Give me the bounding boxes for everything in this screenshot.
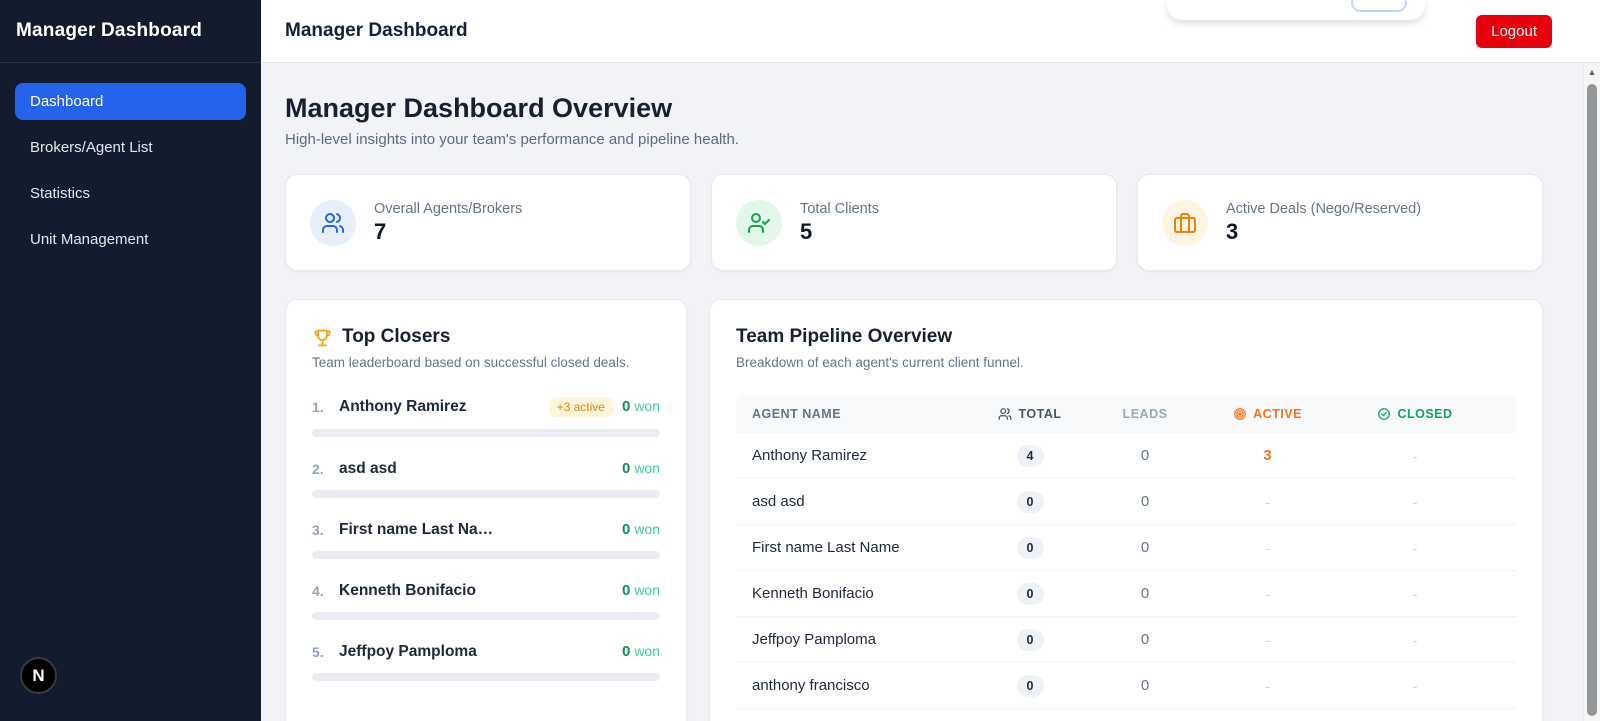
lower-panels: Top Closers Team leaderboard based on su… xyxy=(285,299,1543,721)
won-label: won xyxy=(634,582,660,598)
closer-rank: 1. xyxy=(312,399,324,415)
column-active: ACTIVE xyxy=(1205,407,1330,421)
top-closers-subtitle: Team leaderboard based on successful clo… xyxy=(312,355,630,370)
page-subtitle: High-level insights into your team's per… xyxy=(285,131,739,148)
trophy-icon xyxy=(312,327,333,348)
active-count-badge: +3 active xyxy=(548,397,613,417)
total-pill: 0 xyxy=(1016,628,1044,651)
nextjs-logo-letter: N xyxy=(32,665,45,685)
stat-label: Total Clients xyxy=(800,200,879,217)
closer-name: Anthony Ramirez xyxy=(339,398,467,415)
closer-row: 4. Kenneth Bonifacio 0 won xyxy=(312,582,660,620)
notification-popup xyxy=(1167,0,1425,20)
closer-row: 3. First name Last Na… 0 won xyxy=(312,521,660,559)
sidebar-item-statistics[interactable]: Statistics xyxy=(30,185,91,202)
won-value: 0 xyxy=(621,582,631,599)
logout-button[interactable]: Logout xyxy=(1476,14,1552,48)
closer-progress-bar xyxy=(312,490,660,498)
header-title: Manager Dashboard xyxy=(285,20,468,41)
sidebar-title: Manager Dashboard xyxy=(0,0,261,63)
table-row: First name Last Name 0 0 - - xyxy=(736,525,1516,571)
total-pill: 0 xyxy=(1016,582,1044,605)
closer-rank: 5. xyxy=(312,644,324,660)
column-leads: LEADS xyxy=(1122,407,1168,421)
pipeline-table: AGENT NAME TOTAL xyxy=(736,395,1516,721)
closer-rank: 3. xyxy=(312,522,324,538)
table-row: asd asd 0 0 - - xyxy=(736,479,1516,525)
scrollbar-up-arrow-icon[interactable]: ▲ xyxy=(1587,66,1597,77)
closer-name: Kenneth Bonifacio xyxy=(339,582,476,599)
pipeline-subtitle: Breakdown of each agent's current client… xyxy=(736,355,1024,370)
stat-value: 3 xyxy=(1226,218,1239,244)
closer-name: Jeffpoy Pamploma xyxy=(339,643,477,660)
closer-rank: 2. xyxy=(312,461,324,477)
column-agent-name: AGENT NAME xyxy=(752,407,842,421)
closer-name: First name Last Na… xyxy=(339,521,494,538)
stat-card-clients: Total Clients 5 xyxy=(711,174,1117,271)
total-pill: 0 xyxy=(1016,674,1044,697)
sidebar-item-unit-management[interactable]: Unit Management xyxy=(30,231,149,248)
check-circle-icon xyxy=(1377,407,1391,421)
won-label: won xyxy=(634,460,660,476)
stat-cards-row: Overall Agents/Brokers 7 Total Clients 5 xyxy=(285,174,1543,271)
table-row: anthony francisco 0 0 - - xyxy=(736,663,1516,709)
stat-value: 5 xyxy=(800,218,813,244)
top-closers-list: 1. Anthony Ramirez +3 active 0 won xyxy=(312,397,660,681)
won-label: won xyxy=(634,398,660,414)
pipeline-table-header: AGENT NAME TOTAL xyxy=(736,395,1516,433)
won-label: won xyxy=(634,521,660,537)
closer-progress-bar xyxy=(312,673,660,681)
top-closers-panel: Top Closers Team leaderboard based on su… xyxy=(285,299,687,721)
total-pill: 0 xyxy=(1016,536,1044,559)
table-row-partial xyxy=(736,709,1516,721)
closer-progress-bar xyxy=(312,551,660,559)
top-closers-title: Top Closers xyxy=(342,326,451,347)
stat-label: Overall Agents/Brokers xyxy=(374,200,523,217)
won-value: 0 xyxy=(621,521,631,538)
won-label: won xyxy=(634,643,660,659)
users-small-icon xyxy=(998,407,1012,421)
total-pill: 4 xyxy=(1016,444,1044,467)
target-icon xyxy=(1233,407,1247,421)
main-area: Manager Dashboard Logout Manager Dashboa… xyxy=(261,0,1600,721)
table-row: Jeffpoy Pamploma 0 0 - - xyxy=(736,617,1516,663)
nextjs-dev-badge[interactable]: N xyxy=(20,657,57,694)
page-title: Manager Dashboard Overview xyxy=(285,93,673,123)
closer-progress-bar xyxy=(312,612,660,620)
closer-row: 5. Jeffpoy Pamploma 0 won xyxy=(312,643,660,681)
stat-value: 7 xyxy=(374,218,387,244)
dashboard-content: Manager Dashboard Overview High-level in… xyxy=(261,63,1600,721)
team-pipeline-panel: Team Pipeline Overview Breakdown of each… xyxy=(709,299,1543,721)
table-row: Anthony Ramirez 4 0 3 - xyxy=(736,433,1516,479)
won-value: 0 xyxy=(621,460,631,477)
won-value: 0 xyxy=(621,398,631,415)
closer-row: 2. asd asd 0 won xyxy=(312,460,660,498)
table-row: Kenneth Bonifacio 0 0 - - xyxy=(736,571,1516,617)
total-pill: 0 xyxy=(1016,490,1044,513)
won-value: 0 xyxy=(621,643,631,660)
vertical-scrollbar[interactable]: ▲ xyxy=(1583,63,1600,721)
closer-name: asd asd xyxy=(339,460,397,477)
stat-card-agents: Overall Agents/Brokers 7 xyxy=(285,174,691,271)
closer-rank: 4. xyxy=(312,583,324,599)
sidebar-item-brokers-agent-list[interactable]: Brokers/Agent List xyxy=(30,139,153,156)
pipeline-title: Team Pipeline Overview xyxy=(736,326,953,347)
stat-label: Active Deals (Nego/Reserved) xyxy=(1226,200,1422,217)
briefcase-icon xyxy=(1162,199,1208,246)
user-check-icon xyxy=(736,199,782,246)
sidebar-item-dashboard[interactable]: Dashboard xyxy=(15,83,246,120)
sidebar: Manager Dashboard Dashboard Brokers/Agen… xyxy=(0,0,261,721)
sidebar-nav: Dashboard Brokers/Agent List Statistics … xyxy=(0,63,261,278)
scrollbar-thumb[interactable] xyxy=(1587,84,1597,716)
popup-pill-button[interactable] xyxy=(1351,0,1407,12)
column-closed: CLOSED xyxy=(1330,407,1500,421)
stat-card-active-deals: Active Deals (Nego/Reserved) 3 xyxy=(1137,174,1543,271)
column-total: TOTAL xyxy=(975,407,1085,421)
closer-row: 1. Anthony Ramirez +3 active 0 won xyxy=(312,397,660,437)
closer-progress-bar xyxy=(312,429,660,437)
users-icon xyxy=(310,199,356,246)
